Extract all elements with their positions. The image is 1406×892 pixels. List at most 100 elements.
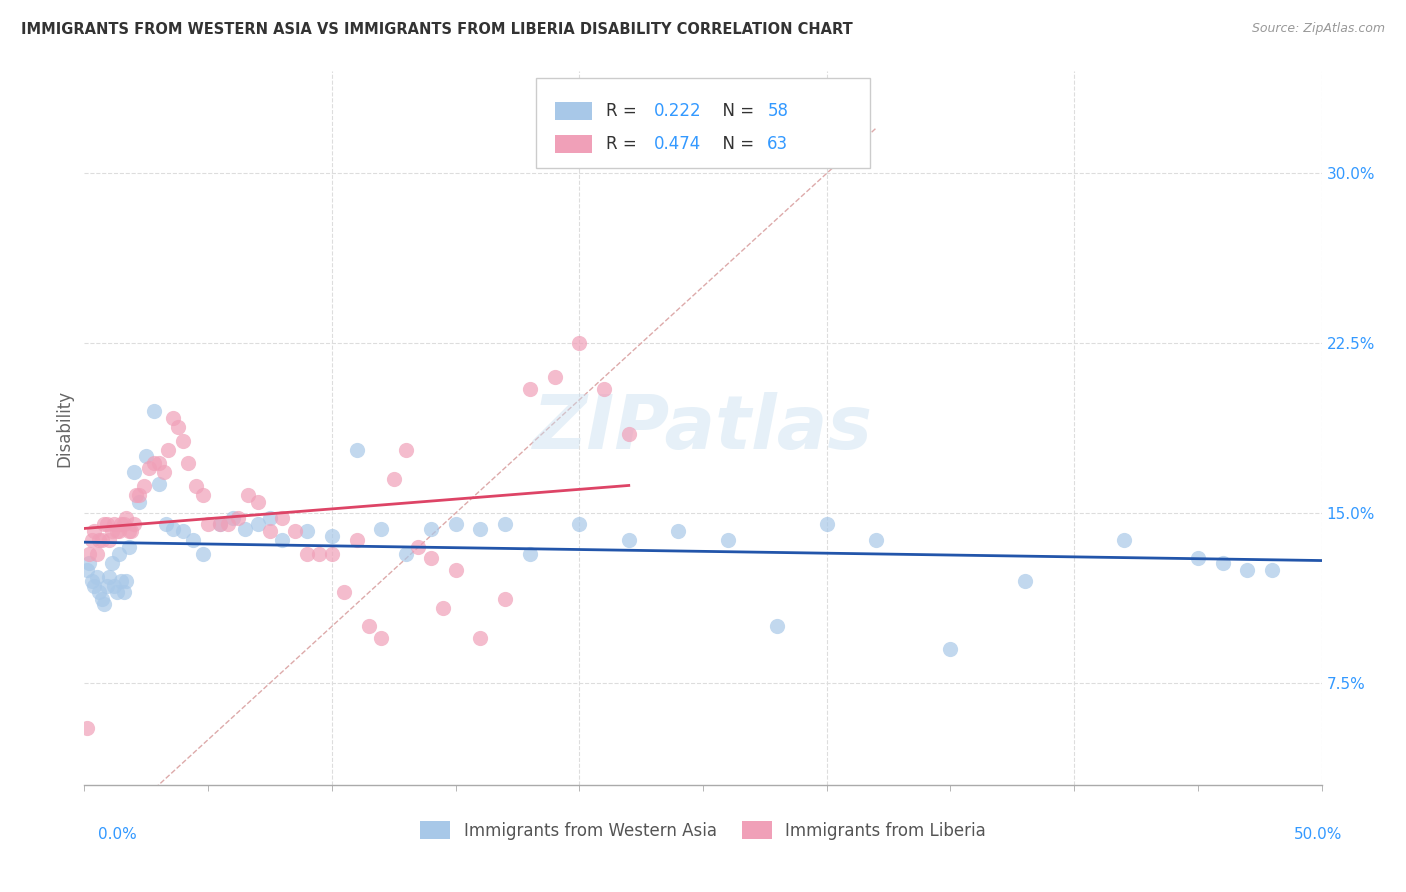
Text: N =: N =	[711, 102, 759, 120]
Point	[1212, 556, 1234, 570]
Point	[142, 404, 165, 418]
Point	[80, 533, 103, 548]
Point	[98, 569, 121, 583]
Point	[815, 517, 838, 532]
Point	[346, 442, 368, 457]
FancyBboxPatch shape	[554, 136, 592, 153]
Point	[939, 642, 962, 657]
Point	[100, 556, 122, 570]
Point	[103, 579, 125, 593]
Point	[246, 495, 269, 509]
Point	[766, 619, 789, 633]
Point	[118, 524, 141, 539]
Point	[184, 479, 207, 493]
Point	[295, 547, 318, 561]
Point	[79, 556, 101, 570]
Point	[395, 547, 418, 561]
Text: 0.222: 0.222	[654, 102, 702, 120]
Point	[138, 460, 160, 475]
Point	[83, 524, 105, 539]
Point	[494, 517, 516, 532]
Point	[617, 426, 640, 441]
Point	[470, 631, 492, 645]
Point	[103, 517, 125, 532]
Point	[259, 524, 281, 539]
Point	[222, 510, 245, 524]
Point	[494, 592, 516, 607]
Text: 0.474: 0.474	[654, 136, 700, 153]
Point	[172, 434, 194, 448]
Point	[86, 569, 108, 583]
Point	[284, 524, 307, 539]
Point	[321, 529, 343, 543]
Point	[666, 524, 689, 539]
Point	[271, 510, 294, 524]
Point	[233, 522, 256, 536]
Text: 63: 63	[768, 136, 789, 153]
Point	[122, 466, 145, 480]
Point	[395, 442, 418, 457]
Point	[142, 456, 165, 470]
Point	[135, 450, 157, 464]
Text: N =: N =	[711, 136, 759, 153]
Point	[90, 533, 112, 548]
Point	[89, 533, 111, 548]
Point	[370, 522, 392, 536]
Point	[543, 370, 565, 384]
Point	[80, 574, 103, 588]
Y-axis label: Disability: Disability	[55, 390, 73, 467]
Point	[191, 547, 214, 561]
Point	[128, 488, 150, 502]
Point	[357, 619, 380, 633]
Point	[333, 585, 356, 599]
Point	[308, 547, 330, 561]
Point	[217, 517, 239, 532]
Point	[128, 495, 150, 509]
Text: R =: R =	[606, 102, 643, 120]
Point	[1261, 563, 1284, 577]
Point	[197, 517, 219, 532]
Point	[148, 456, 170, 470]
Point	[115, 574, 138, 588]
Point	[98, 533, 121, 548]
Text: R =: R =	[606, 136, 643, 153]
FancyBboxPatch shape	[554, 102, 592, 120]
Point	[321, 547, 343, 561]
Point	[120, 524, 142, 539]
Point	[118, 540, 141, 554]
Point	[246, 517, 269, 532]
Point	[408, 540, 430, 554]
Point	[122, 517, 145, 532]
Point	[83, 579, 105, 593]
Point	[157, 442, 180, 457]
Point	[125, 488, 148, 502]
Point	[110, 517, 132, 532]
Point	[155, 517, 177, 532]
Point	[110, 574, 132, 588]
Text: IMMIGRANTS FROM WESTERN ASIA VS IMMIGRANTS FROM LIBERIA DISABILITY CORRELATION C: IMMIGRANTS FROM WESTERN ASIA VS IMMIGRAN…	[21, 22, 853, 37]
FancyBboxPatch shape	[536, 78, 870, 168]
Point	[191, 488, 214, 502]
Point	[76, 563, 98, 577]
Point	[132, 479, 155, 493]
Point	[108, 524, 131, 539]
Point	[89, 585, 111, 599]
Text: 50.0%: 50.0%	[1295, 827, 1343, 841]
Point	[432, 601, 454, 615]
Point	[1112, 533, 1135, 548]
Point	[177, 456, 200, 470]
Point	[108, 547, 131, 561]
Point	[259, 510, 281, 524]
Point	[162, 522, 184, 536]
Point	[236, 488, 259, 502]
Point	[346, 533, 368, 548]
Point	[470, 522, 492, 536]
Point	[148, 476, 170, 491]
Point	[419, 551, 441, 566]
Point	[568, 517, 591, 532]
Point	[1187, 551, 1209, 566]
Text: 58: 58	[768, 102, 789, 120]
Point	[162, 411, 184, 425]
Point	[105, 585, 128, 599]
Legend: Immigrants from Western Asia, Immigrants from Liberia: Immigrants from Western Asia, Immigrants…	[412, 814, 994, 848]
